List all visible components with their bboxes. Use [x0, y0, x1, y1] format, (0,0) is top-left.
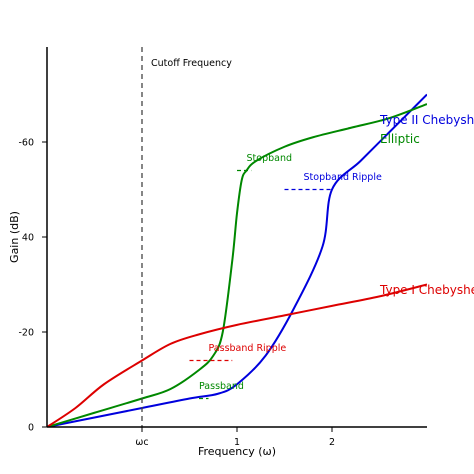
series-line-type-ii-chebyshev [47, 93, 427, 427]
annotation-stopband: Stopband [247, 153, 293, 164]
series-line-elliptic [47, 103, 427, 427]
y-tick-label: 40 [22, 233, 34, 244]
y-tick-label: -60 [18, 138, 34, 149]
series-line-type-i-chebyshev [47, 283, 427, 427]
legend-layer: Type II Chebyshev Elliptic Type I Chebyshe… [379, 113, 474, 297]
cutoff-label: Cutoff Frequency [151, 58, 232, 69]
annotations-layer: Passband Passband Ripple Stopband Stopband … [189, 153, 382, 400]
series-label-type-i-chebyshev: Type I Chebyshev [379, 283, 474, 297]
curves-layer [47, 93, 427, 427]
ticks-layer: ωc 1 2 0 -20 40 -60 [18, 138, 335, 449]
x-axis-label: Frequency (ω) [198, 445, 276, 458]
series-label-type-ii-chebyshev: Type II Chebyshev [379, 113, 474, 127]
annotation-stopband-ripple: Stopband Ripple [304, 172, 382, 183]
series-label-elliptic: Elliptic [380, 132, 420, 146]
annotation-passband-ripple: Passband Ripple [209, 343, 287, 354]
x-tick-label: ωc [135, 437, 148, 448]
annotation-passband: Passband [199, 381, 244, 392]
y-axis-label: Gain (dB) [8, 211, 21, 263]
y-tick-label: 0 [28, 423, 34, 434]
y-tick-label: -20 [18, 328, 34, 339]
x-tick-label: 2 [329, 437, 335, 448]
x-tick-label: 1 [234, 437, 240, 448]
